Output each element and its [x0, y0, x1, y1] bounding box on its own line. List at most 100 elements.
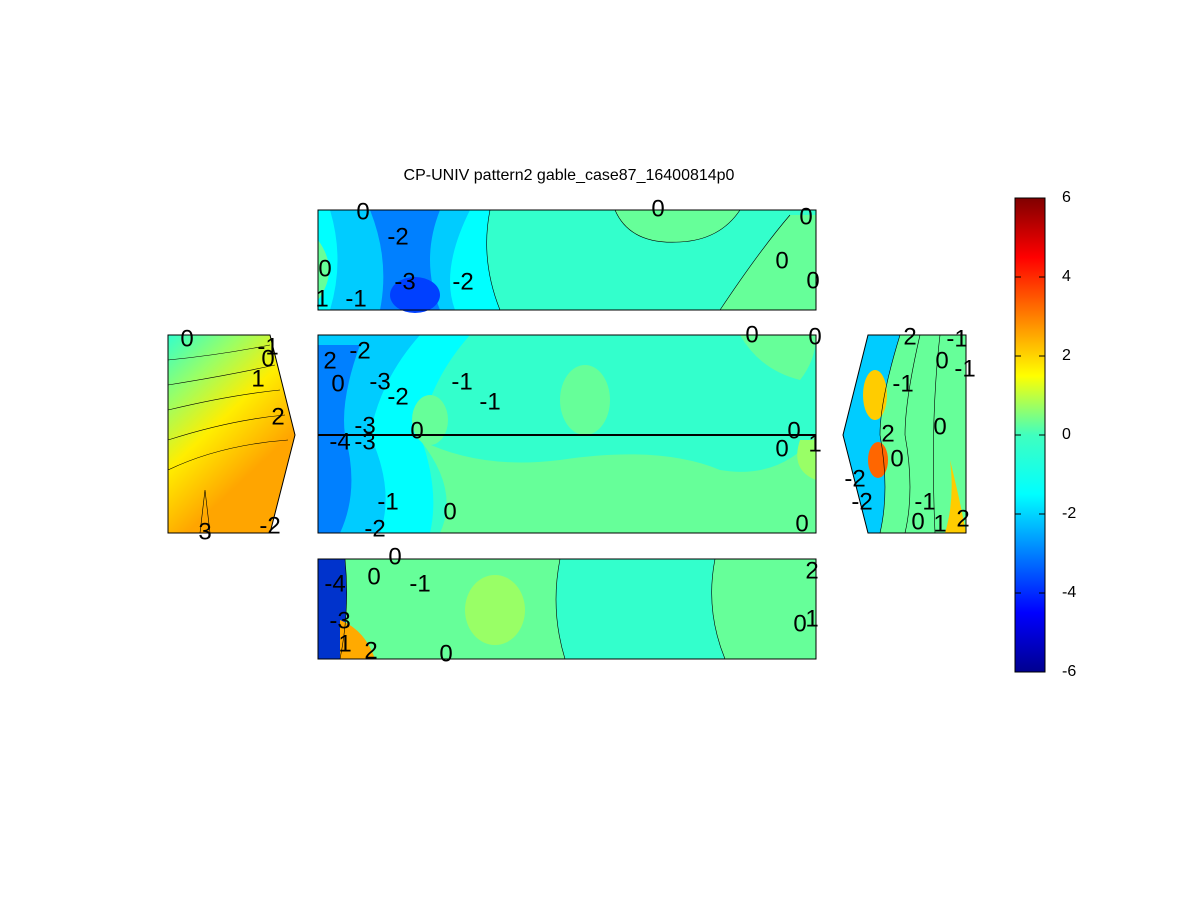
- contour-label: 2: [364, 637, 377, 664]
- contour-label: 3: [198, 518, 211, 545]
- contour-fill: [412, 395, 448, 445]
- contour-label: 0: [799, 203, 812, 230]
- contour-label: -1: [892, 370, 913, 397]
- contour-fill: [615, 210, 740, 243]
- contour-label: -2: [364, 515, 385, 542]
- panel-top: [317, 209, 817, 313]
- contour-label: 0: [745, 321, 758, 348]
- panel-frame: [842, 334, 967, 534]
- contour-label: -1: [409, 570, 430, 597]
- contour-label: 2: [903, 323, 916, 350]
- colorbar-tick-label: 6: [1062, 189, 1071, 206]
- contour-fill: [797, 440, 816, 480]
- contour-label: -2: [349, 337, 370, 364]
- contour-label: -3: [394, 268, 415, 295]
- contour-fill: [711, 559, 816, 659]
- contour-label: -1: [954, 355, 975, 382]
- contour-fill: [868, 442, 888, 478]
- contour-fill: [420, 435, 816, 533]
- contour-label: -1: [377, 488, 398, 515]
- panel-frame: [317, 558, 817, 660]
- contour-label: -3: [354, 428, 375, 455]
- contour-label: 0: [911, 508, 924, 535]
- contour-label: -3: [354, 412, 375, 439]
- contour-label: 0: [261, 345, 274, 372]
- contour-line: [339, 558, 726, 660]
- contour-label: -3: [369, 368, 390, 395]
- contour-fill: [945, 460, 966, 533]
- contour-label: 0: [787, 417, 800, 444]
- contour-label: 0: [933, 413, 946, 440]
- contour-label: 0: [356, 198, 369, 225]
- contour-fill: [863, 370, 887, 420]
- contour-label: 1: [933, 510, 946, 537]
- contour-label: 0: [793, 610, 806, 637]
- colorbar-tick-label: 2: [1062, 347, 1071, 364]
- colorbar-tick-label: -4: [1062, 584, 1076, 601]
- contour-label: 0: [439, 640, 452, 667]
- contour-label: 2: [271, 403, 284, 430]
- contour-label: 0: [331, 370, 344, 397]
- contour-label: 1: [315, 285, 328, 312]
- contour-line: [486, 209, 791, 311]
- contour-label: 0: [180, 325, 193, 352]
- contour-label: 0: [388, 543, 401, 570]
- contour-line: [879, 334, 941, 534]
- panel-right: [842, 334, 967, 534]
- contour-label: -4: [324, 570, 345, 597]
- contour-fill: [740, 335, 816, 380]
- contour-label: 1: [808, 430, 821, 457]
- contour-fill: [720, 215, 816, 310]
- contour-fill: [318, 345, 360, 533]
- contour-fill: [560, 365, 610, 435]
- contour-fill: [318, 559, 347, 659]
- contour-label: -2: [844, 465, 865, 492]
- colorbar-tick-label: 4: [1062, 268, 1071, 285]
- contour-label: 1: [251, 365, 264, 392]
- contour-label: 2: [805, 557, 818, 584]
- contour-label: 0: [367, 563, 380, 590]
- contour-fill: [465, 575, 525, 645]
- contour-label: -2: [259, 512, 280, 539]
- contour-label: 0: [775, 435, 788, 462]
- contour-label: -2: [387, 223, 408, 250]
- contour-fill: [318, 240, 329, 300]
- contour-label: -1: [257, 333, 278, 360]
- contour-fill: [168, 335, 295, 533]
- contour-label: -4: [329, 428, 350, 455]
- panel-left: [167, 334, 296, 534]
- contour-label: 2: [956, 505, 969, 532]
- contour-label: 0: [806, 267, 819, 294]
- contour-label: 0: [808, 323, 821, 350]
- contour-label: 0: [410, 417, 423, 444]
- contour-label: -1: [451, 368, 472, 395]
- contour-label: 2: [323, 347, 336, 374]
- contour-label: 0: [443, 498, 456, 525]
- contour-label: -1: [345, 285, 366, 312]
- contour-label: -3: [329, 607, 350, 634]
- colorbar-tick-label: -6: [1062, 663, 1076, 680]
- contour-label: 1: [338, 630, 351, 657]
- contour-label: 0: [318, 255, 331, 282]
- contour-label: 0: [775, 247, 788, 274]
- chart-title: CP-UNIV pattern2 gable_case87_16400814p0: [404, 167, 735, 184]
- panel-frame: [317, 209, 817, 311]
- contour-label: -2: [452, 268, 473, 295]
- panel-middle: [317, 334, 817, 534]
- contour-label: -1: [479, 388, 500, 415]
- contour-label: 1: [805, 605, 818, 632]
- panel-frame: [167, 334, 296, 534]
- colorbar-tick-label: 0: [1062, 426, 1071, 443]
- contour-label: -2: [851, 488, 872, 515]
- contour-label: 0: [795, 510, 808, 537]
- contour-label: -2: [387, 383, 408, 410]
- colorbar-tick-label: -2: [1062, 505, 1076, 522]
- contour-label: -1: [946, 325, 967, 352]
- contour-label: -1: [914, 488, 935, 515]
- contour-line: [167, 344, 289, 534]
- contour-label: 0: [651, 195, 664, 222]
- contour-label: 0: [935, 347, 948, 374]
- contour-fill: [390, 277, 440, 313]
- contour-label: 2: [881, 420, 894, 447]
